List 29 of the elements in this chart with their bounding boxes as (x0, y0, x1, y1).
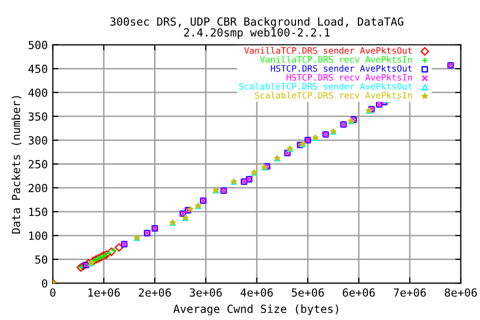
legend-label: HSTCP.DRS recv AvePktsIn (286, 74, 412, 81)
x-tick-label: 5e+06 (292, 288, 324, 297)
x-tick-label: 4e+06 (240, 288, 273, 297)
y-tick-label: 0 (42, 279, 48, 288)
y-axis-title: Data Packets (number) (12, 96, 22, 234)
y-tick-label: 250 (28, 160, 48, 168)
y-tick-label: 50 (35, 255, 48, 264)
x-tick-label: 0 (50, 288, 56, 297)
x-tick-label: 2e+06 (138, 288, 171, 297)
y-tick-label: 300 (28, 136, 48, 145)
y-tick-label: 400 (28, 88, 48, 97)
x-tick-label: 8e+06 (444, 288, 477, 297)
x-tick-label: 6e+06 (342, 288, 375, 297)
x-tick-label: 3e+06 (190, 288, 222, 297)
y-tick-label: 450 (28, 64, 48, 74)
legend-label: VanillaTCP.DRS sender AvePktsOut (244, 46, 412, 54)
y-tick-label: 500 (28, 40, 48, 50)
y-tick-label: 200 (28, 184, 48, 192)
y-tick-label: 100 (29, 232, 48, 240)
legend-label: HSTCP.DRS sender AvePktsOut (270, 64, 412, 72)
x-axis-title: Average Cwnd Size (bytes) (173, 304, 338, 316)
x-tick-label: 7e+06 (394, 288, 426, 297)
y-tick-label: 150 (29, 208, 48, 216)
legend-label: VanillaTCP.DRS recv AvePktsIn (260, 56, 412, 63)
x-tick-label: 1e+06 (88, 288, 120, 297)
y-tick-label: 350 (28, 112, 48, 121)
chart-title: 300sec DRS, UDP CBR Background Load, DataTAG 2.4.20smp web100-2.2.1 (110, 17, 404, 39)
legend-label: ScalableTCP.DRS recv AvePktsIn (255, 92, 412, 99)
legend-label: ScalableTCP.DRS sender AvePktsOut (239, 82, 412, 90)
